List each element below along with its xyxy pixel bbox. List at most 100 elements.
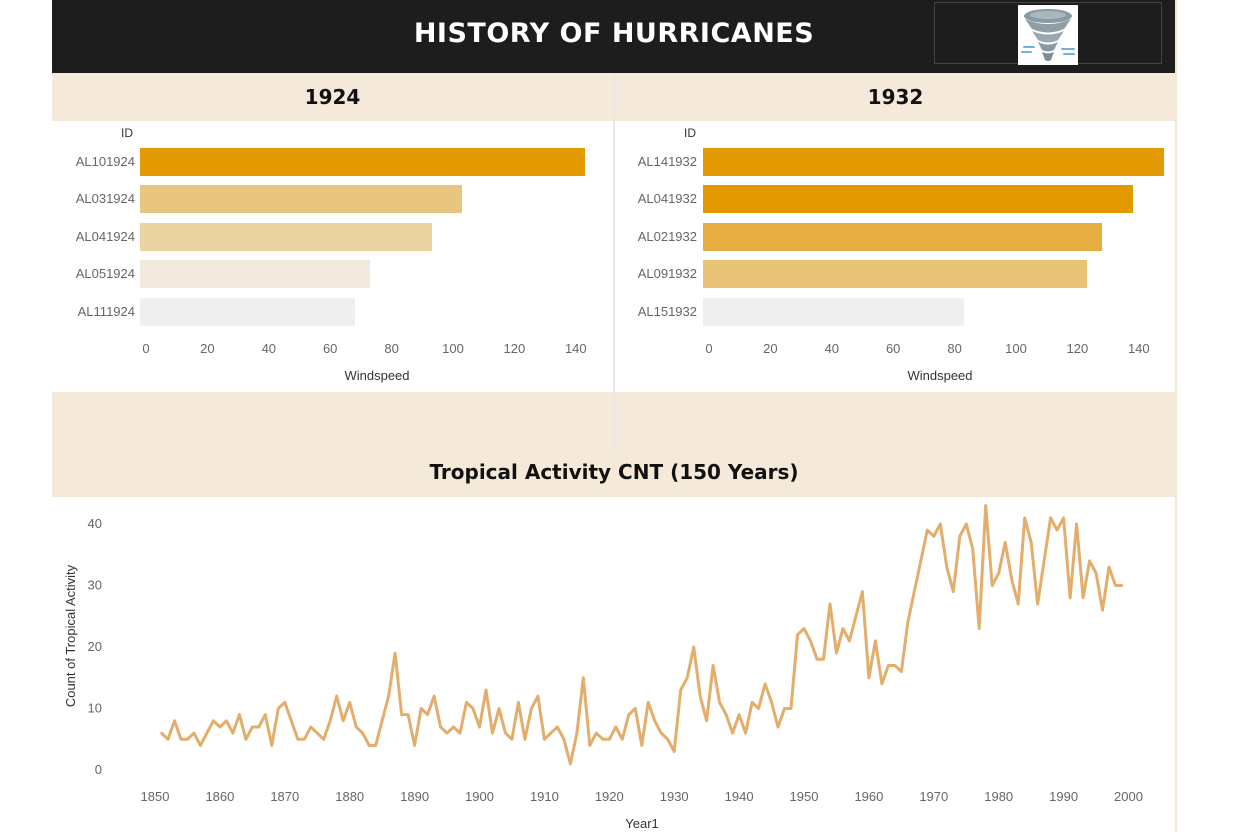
data-point[interactable] <box>510 738 514 741</box>
data-point[interactable] <box>160 731 163 735</box>
series-line[interactable] <box>160 504 1123 766</box>
data-point[interactable] <box>523 738 527 741</box>
data-point[interactable] <box>556 725 559 729</box>
data-point[interactable] <box>484 688 488 692</box>
data-point[interactable] <box>1120 584 1124 587</box>
data-point[interactable] <box>342 719 345 722</box>
data-point[interactable] <box>296 738 299 741</box>
data-point[interactable] <box>1114 584 1117 587</box>
data-point[interactable] <box>238 713 241 716</box>
data-point[interactable] <box>173 719 176 722</box>
data-point[interactable] <box>303 738 306 741</box>
data-point[interactable] <box>854 615 858 618</box>
data-point[interactable] <box>809 639 812 643</box>
data-point[interactable] <box>634 707 637 710</box>
data-point[interactable] <box>361 731 364 735</box>
data-point[interactable] <box>913 590 916 593</box>
data-point[interactable] <box>426 713 429 716</box>
data-point[interactable] <box>685 676 689 679</box>
data-point[interactable] <box>367 744 371 747</box>
data-point[interactable] <box>1068 596 1072 599</box>
data-point[interactable] <box>991 584 994 587</box>
data-point[interactable] <box>900 670 903 673</box>
data-point[interactable] <box>874 639 877 643</box>
data-point[interactable] <box>530 707 533 710</box>
data-point[interactable] <box>1094 572 1098 575</box>
data-point[interactable] <box>283 701 286 704</box>
data-point[interactable] <box>796 633 799 636</box>
data-point[interactable] <box>569 762 572 766</box>
bar-AL041924[interactable] <box>140 223 432 251</box>
data-point[interactable] <box>776 725 780 729</box>
data-point[interactable] <box>270 744 274 747</box>
data-point[interactable] <box>608 738 611 741</box>
data-point[interactable] <box>945 565 948 569</box>
data-point[interactable] <box>439 725 442 729</box>
bar-AL051924[interactable] <box>140 260 371 288</box>
data-point[interactable] <box>329 719 332 722</box>
data-point[interactable] <box>660 731 663 735</box>
data-point[interactable] <box>789 707 793 710</box>
data-point[interactable] <box>724 713 728 716</box>
data-point[interactable] <box>309 725 312 729</box>
data-point[interactable] <box>906 621 910 624</box>
data-point[interactable] <box>822 658 825 661</box>
data-point[interactable] <box>257 725 261 729</box>
data-point[interactable] <box>614 725 617 729</box>
data-point[interactable] <box>166 738 170 741</box>
data-point[interactable] <box>186 738 189 741</box>
data-point[interactable] <box>1010 578 1013 581</box>
data-point[interactable] <box>595 731 598 735</box>
bar-AL031924[interactable] <box>140 185 463 213</box>
data-point[interactable] <box>491 731 494 735</box>
data-point[interactable] <box>1042 559 1046 563</box>
bar-AL141932[interactable] <box>703 148 1164 176</box>
data-point[interactable] <box>517 701 520 704</box>
data-point[interactable] <box>244 738 248 741</box>
data-point[interactable] <box>1003 541 1007 544</box>
data-point[interactable] <box>1049 516 1052 520</box>
data-point[interactable] <box>919 559 923 563</box>
data-point[interactable] <box>536 695 540 698</box>
data-point[interactable] <box>893 664 897 667</box>
data-point[interactable] <box>543 738 546 741</box>
data-point[interactable] <box>400 713 403 716</box>
data-point[interactable] <box>653 719 656 722</box>
data-point[interactable] <box>1016 602 1020 606</box>
data-point[interactable] <box>458 731 462 735</box>
data-point[interactable] <box>802 627 806 630</box>
data-point[interactable] <box>1075 522 1078 526</box>
data-point[interactable] <box>452 725 455 729</box>
data-point[interactable] <box>406 713 410 716</box>
data-point[interactable] <box>887 664 890 667</box>
data-point[interactable] <box>952 590 955 593</box>
data-point[interactable] <box>679 688 682 692</box>
data-point[interactable] <box>770 701 773 704</box>
data-point[interactable] <box>601 738 605 741</box>
data-point[interactable] <box>965 522 968 526</box>
data-point[interactable] <box>848 639 851 643</box>
data-point[interactable] <box>978 627 981 630</box>
data-point[interactable] <box>750 701 754 704</box>
data-point[interactable] <box>316 731 319 735</box>
data-point[interactable] <box>828 602 832 606</box>
data-point[interactable] <box>744 731 747 735</box>
data-point[interactable] <box>218 725 222 729</box>
data-point[interactable] <box>718 701 721 704</box>
data-point[interactable] <box>1062 516 1065 520</box>
data-point[interactable] <box>387 695 390 698</box>
data-point[interactable] <box>647 701 650 704</box>
data-point[interactable] <box>971 547 974 550</box>
data-point[interactable] <box>1107 565 1111 569</box>
bar-AL111924[interactable] <box>140 298 355 326</box>
data-point[interactable] <box>711 664 715 667</box>
data-point[interactable] <box>277 707 280 710</box>
data-point[interactable] <box>731 731 734 735</box>
data-point[interactable] <box>835 651 838 655</box>
data-point[interactable] <box>348 701 351 704</box>
data-point[interactable] <box>666 738 669 741</box>
data-point[interactable] <box>1029 541 1033 544</box>
data-point[interactable] <box>1036 602 1039 606</box>
data-point[interactable] <box>939 522 942 526</box>
data-point[interactable] <box>419 707 423 710</box>
